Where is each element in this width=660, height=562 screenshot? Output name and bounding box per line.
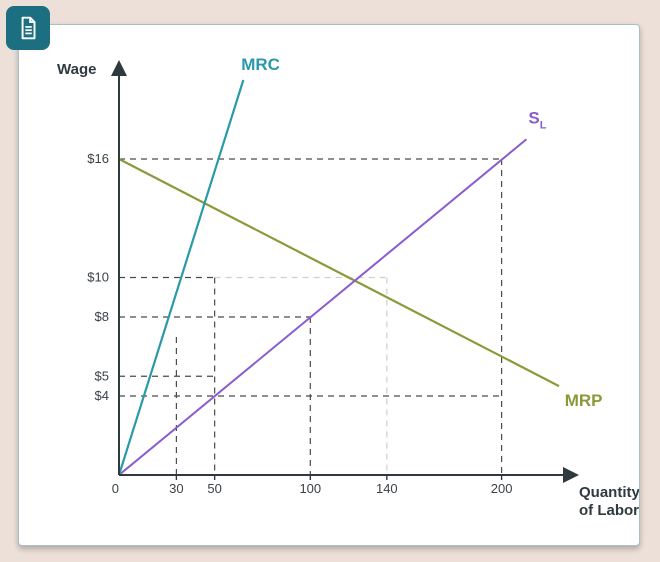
chart-card: $16 $10 $8 $5 $4 0 30 50 100 140 200 Wage Quantityof…: [18, 24, 640, 546]
x-tick-label: 200: [491, 481, 513, 496]
curve-mrc: [119, 80, 243, 475]
x-tick-label: 0: [112, 481, 119, 496]
x-tick-label: 100: [299, 481, 321, 496]
x-axis-title-line2: of Labor: [579, 502, 639, 519]
curve-mrp: [119, 159, 559, 386]
label-mrp: MRP: [565, 391, 603, 410]
y-tick-label: $10: [87, 270, 109, 285]
label-mrc: MRC: [241, 55, 280, 74]
y-tick-label: $16: [87, 151, 109, 166]
document-icon: [15, 15, 41, 41]
labor-market-chart: $16 $10 $8 $5 $4 0 30 50 100 140 200 Wage Quantityof…: [19, 25, 639, 545]
document-badge[interactable]: [6, 6, 50, 50]
x-tick-label: 50: [207, 481, 221, 496]
x-axis-title-line1: Quantity: [579, 484, 639, 501]
x-tick-label: 30: [169, 481, 183, 496]
label-sl: SL: [528, 108, 546, 131]
x-tick-label: 140: [376, 481, 398, 496]
y-tick-label: $5: [95, 368, 109, 383]
y-axis-title: Wage: [57, 61, 96, 78]
y-tick-label: $8: [95, 309, 109, 324]
y-tick-label: $4: [95, 388, 109, 403]
